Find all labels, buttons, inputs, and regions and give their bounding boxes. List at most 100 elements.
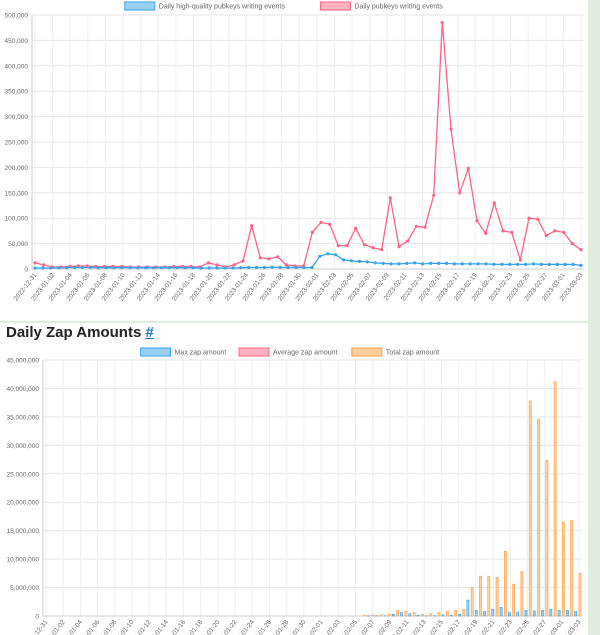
data-point: [326, 252, 330, 256]
bar: [396, 610, 399, 617]
data-point: [365, 260, 369, 264]
data-point: [563, 262, 567, 266]
data-point: [152, 266, 156, 270]
data-point: [284, 263, 288, 267]
data-point: [199, 266, 203, 270]
data-point: [270, 265, 274, 269]
y-tick-label: 350,000: [5, 89, 29, 96]
data-point: [536, 217, 540, 221]
bar: [441, 614, 445, 617]
data-point: [262, 265, 267, 270]
bar: [416, 615, 420, 617]
data-point: [544, 233, 548, 238]
bar: [483, 611, 486, 617]
data-point: [516, 262, 520, 266]
data-point: [349, 259, 354, 263]
data-point: [207, 266, 211, 270]
series-line: [35, 253, 582, 269]
bar: [437, 612, 441, 617]
data-point: [460, 262, 464, 266]
legend-label: Average zap amount: [273, 350, 338, 357]
bar: [391, 613, 395, 617]
bar: [574, 611, 578, 617]
data-point: [206, 261, 210, 265]
y-tick-label: 0: [24, 267, 28, 274]
data-point: [65, 266, 69, 270]
bar: [487, 575, 491, 617]
data-point: [336, 244, 340, 248]
data-point: [112, 266, 116, 270]
data-point: [539, 262, 544, 266]
bar: [479, 575, 482, 617]
bar: [421, 613, 424, 617]
bar: [404, 611, 408, 617]
data-point: [334, 253, 338, 257]
data-point: [167, 266, 172, 270]
data-point: [518, 258, 522, 262]
bar: [371, 614, 375, 617]
data-point: [413, 261, 417, 265]
data-point: [466, 166, 470, 170]
data-point: [492, 201, 496, 205]
bar: [466, 599, 470, 617]
data-point: [555, 262, 559, 266]
y-tick-label: 150,000: [5, 190, 29, 197]
data-point: [357, 259, 361, 263]
bar: [516, 611, 520, 617]
data-point: [42, 263, 46, 267]
data-point: [232, 263, 236, 267]
bar: [520, 571, 524, 617]
data-point: [570, 242, 574, 246]
bar: [495, 577, 499, 617]
bar: [545, 459, 549, 617]
data-point: [76, 264, 80, 268]
data-point: [342, 258, 346, 262]
data-point: [239, 266, 243, 270]
bar: [507, 612, 511, 617]
data-point: [579, 248, 583, 252]
data-point: [458, 191, 462, 195]
pubkeys-chart-card: Daily high-quality pubkeys writing event…: [0, 0, 588, 321]
data-point: [484, 262, 488, 266]
data-point: [492, 262, 496, 266]
bar: [549, 608, 553, 617]
data-point: [104, 266, 108, 270]
data-point: [250, 224, 254, 228]
bar: [412, 612, 416, 617]
data-point: [215, 263, 219, 267]
bar: [553, 381, 557, 617]
data-point: [423, 225, 427, 229]
data-point: [421, 262, 425, 266]
data-point: [175, 266, 179, 270]
data-point: [547, 262, 551, 266]
bar: [578, 573, 582, 617]
data-point: [397, 245, 401, 249]
zap-section-heading: Daily Zap Amounts #: [6, 323, 154, 343]
data-point: [294, 265, 298, 270]
bar: [462, 608, 466, 617]
data-point: [286, 265, 290, 270]
data-point: [397, 262, 401, 266]
data-point: [241, 259, 245, 263]
y-tick-label: 450,000: [5, 38, 29, 45]
data-point: [501, 229, 505, 233]
legend-label: Daily high-quality pubkeys writing event…: [159, 4, 286, 11]
data-point: [128, 266, 132, 270]
data-point: [449, 127, 453, 131]
bar: [429, 613, 433, 617]
zap-chart-card: Daily Zap Amounts # Max zap amount Averag…: [0, 323, 588, 635]
data-point: [508, 262, 512, 266]
zap-section-anchor-link[interactable]: #: [145, 324, 154, 341]
data-point: [531, 262, 536, 266]
data-point: [500, 262, 504, 266]
data-point: [373, 261, 377, 265]
data-point: [476, 262, 480, 266]
bar: [512, 583, 516, 617]
data-point: [33, 261, 37, 265]
bar: [458, 613, 461, 617]
data-point: [380, 248, 384, 252]
y-tick-label: 20,000,000: [6, 500, 39, 507]
bar: [541, 610, 544, 617]
data-point: [49, 266, 53, 270]
y-tick-label: 40,000,000: [6, 386, 39, 393]
